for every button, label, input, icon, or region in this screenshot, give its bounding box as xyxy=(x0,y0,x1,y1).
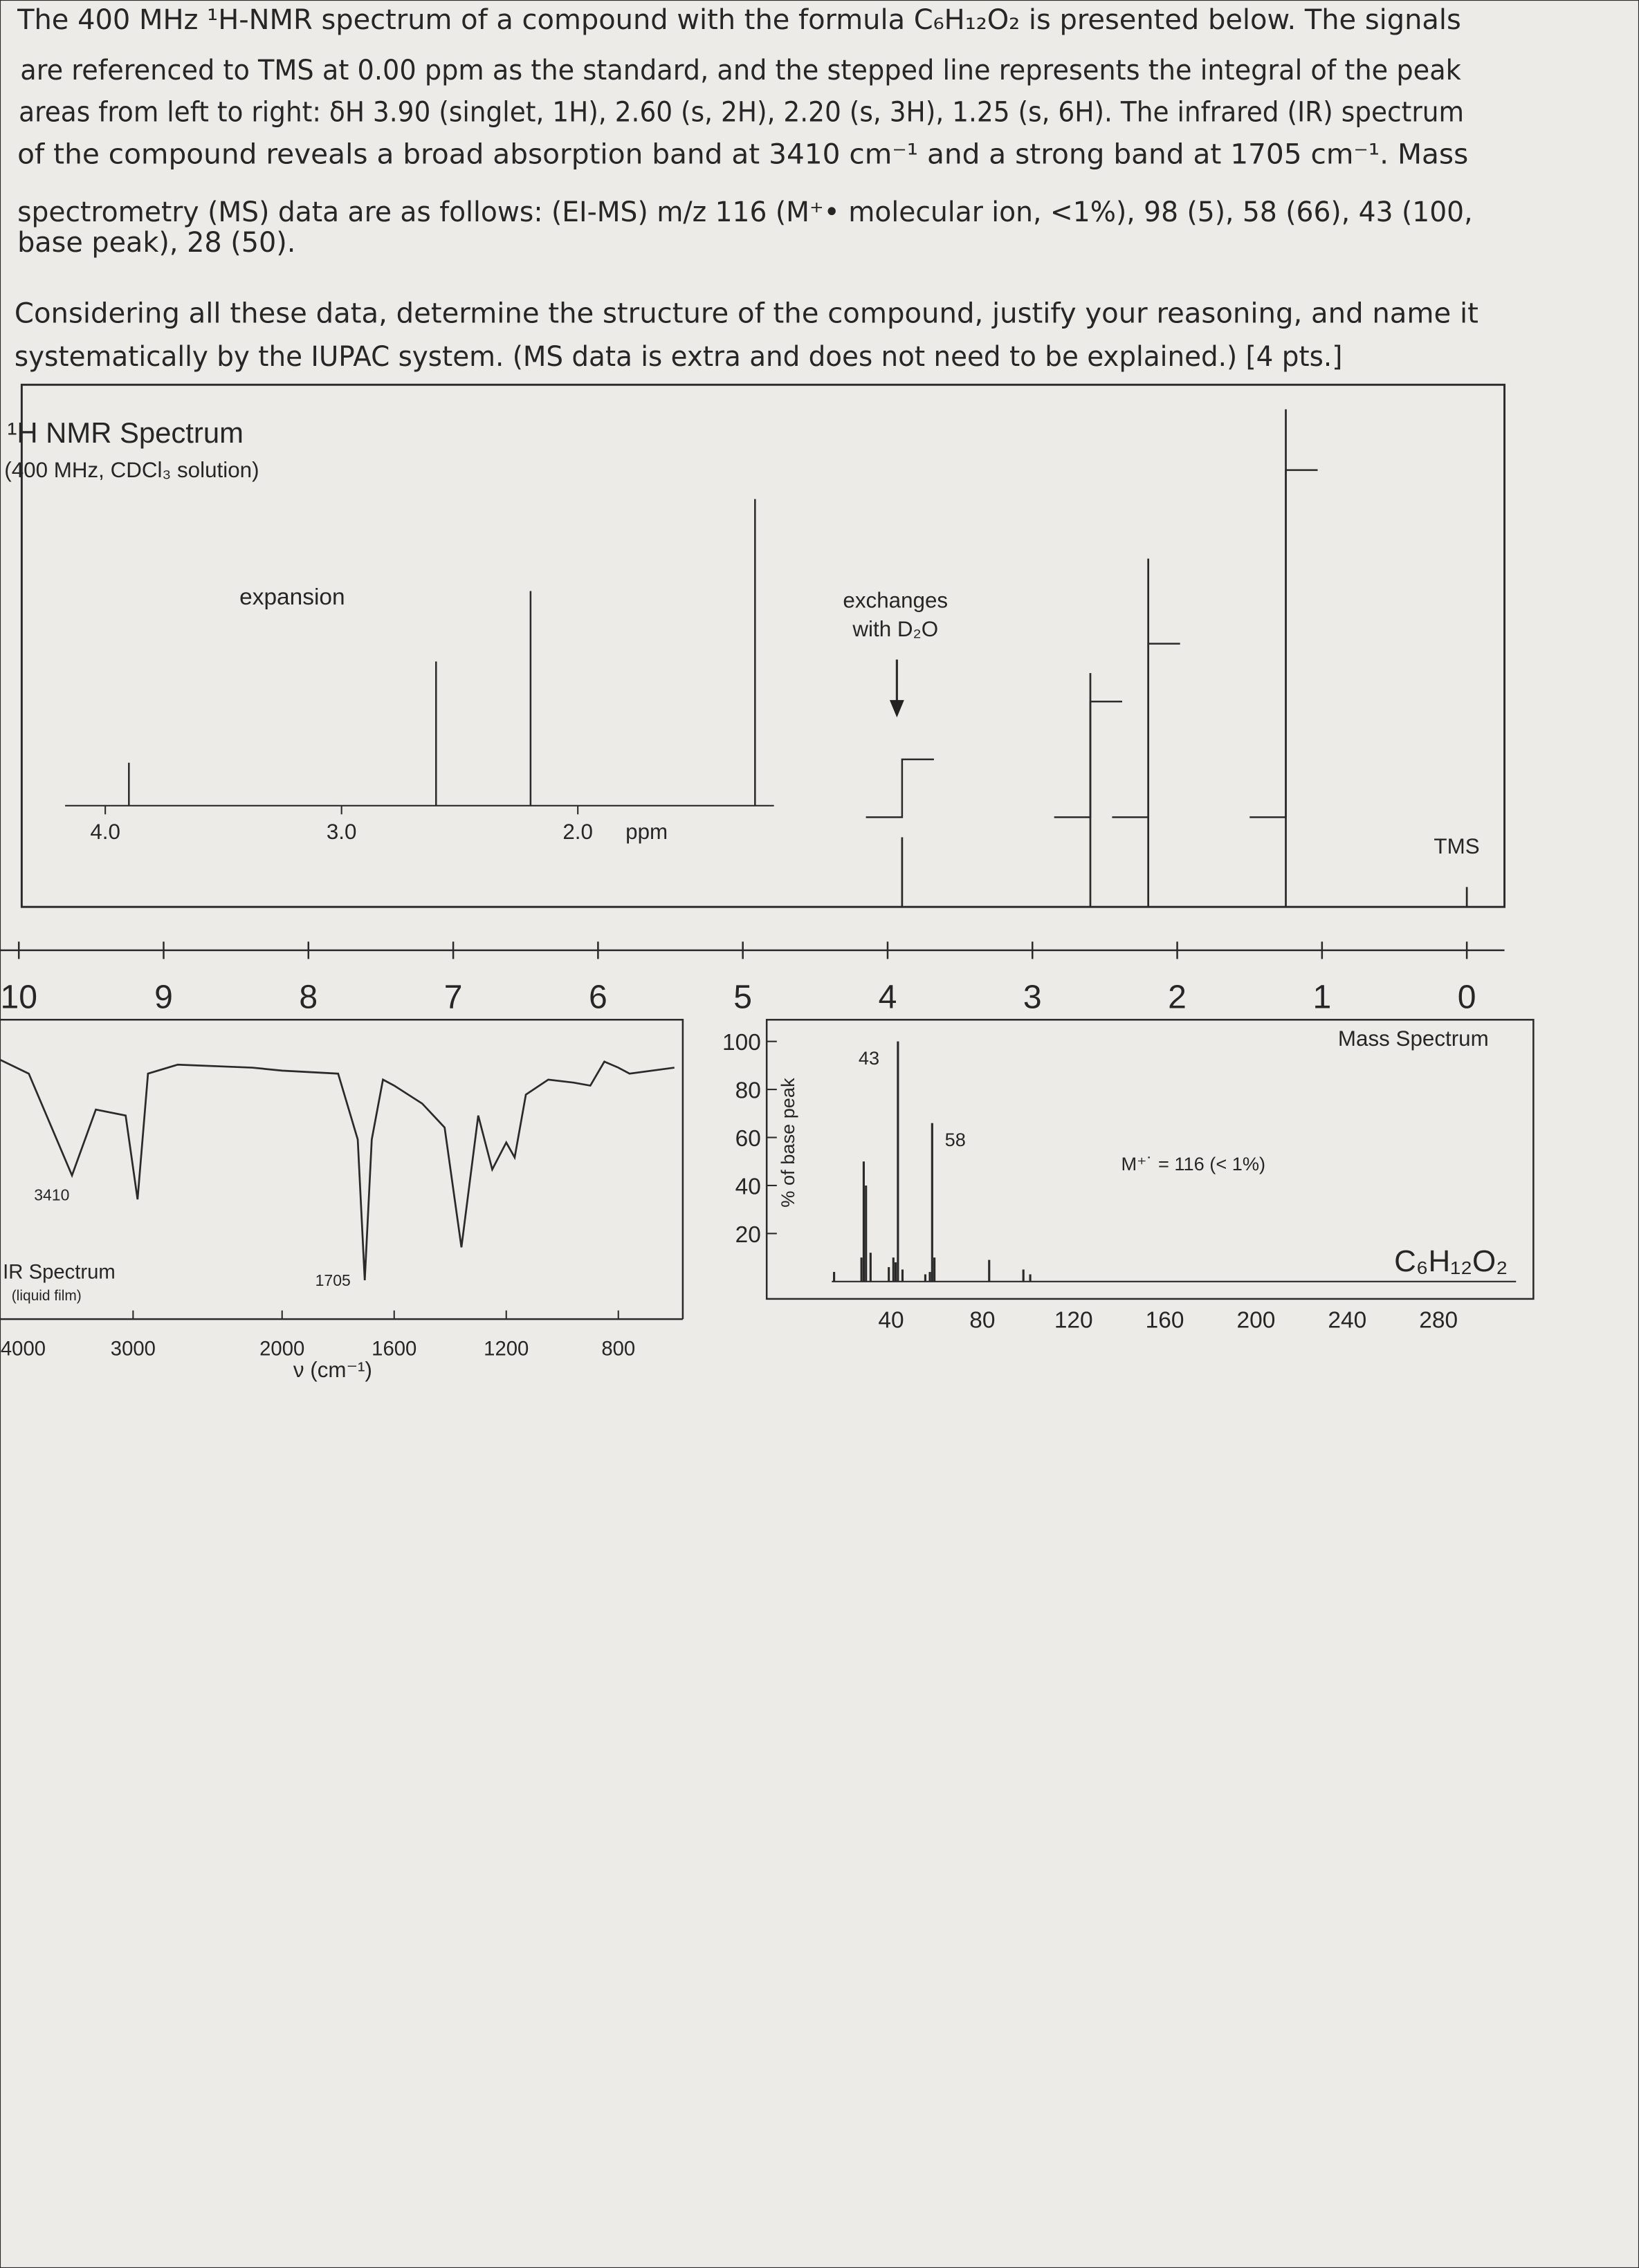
exchange-label: exchanges xyxy=(843,588,948,612)
x-tick-label: 0 xyxy=(1458,979,1476,1016)
question-text: spectrometry (MS) data are as follows: (… xyxy=(17,196,1472,228)
question-text: of the compound reveals a broad absorpti… xyxy=(17,138,1468,170)
question-text: areas from left to right: δH 3.90 (singl… xyxy=(19,97,1464,129)
y-tick-label: 60 xyxy=(735,1126,761,1152)
exchange-label: with D₂O xyxy=(852,617,938,641)
x-tick-label: 6 xyxy=(589,979,607,1016)
x-tick-label: 9 xyxy=(154,979,173,1016)
content: ¹H NMR Spectrum (400 MHz, CDCl₃ solution… xyxy=(0,4,1535,1382)
ms-title: Mass Spectrum xyxy=(1338,1026,1489,1051)
molecular-ion-label: M⁺˙ = 116 (< 1%) xyxy=(1121,1153,1265,1174)
integral-step xyxy=(1054,700,1122,818)
x-tick-label: 2 xyxy=(1168,979,1187,1016)
integral-step xyxy=(1112,643,1180,818)
nmr-title: ¹H NMR Spectrum xyxy=(7,416,243,449)
x-tick-label: 40 xyxy=(878,1308,904,1334)
x-tick-label: 800 xyxy=(601,1338,635,1360)
question-text: are referenced to TMS at 0.00 ppm as the… xyxy=(20,55,1461,86)
nmr-subtitle: (400 MHz, CDCl₃ solution) xyxy=(4,458,259,482)
ir-subtitle: (liquid film) xyxy=(12,1288,82,1304)
x-tick-label: 10 xyxy=(0,979,37,1016)
x-tick-label: 120 xyxy=(1054,1308,1093,1334)
y-tick-label: 100 xyxy=(722,1030,761,1055)
arrow-head xyxy=(889,700,904,718)
x-tick-label: 4 xyxy=(879,979,897,1016)
ms-y-label: % of base peak xyxy=(777,1078,798,1208)
question-text: The 400 MHz ¹H-NMR spectrum of a compoun… xyxy=(17,4,1461,36)
x-tick-label: 7 xyxy=(444,979,463,1016)
x-tick-label: 240 xyxy=(1328,1308,1366,1334)
x-tick-label: 160 xyxy=(1146,1308,1184,1334)
formula: C₆H₁₂O₂ xyxy=(1394,1244,1508,1278)
x-tick-label: 8 xyxy=(299,979,318,1016)
ms-frame xyxy=(765,1019,1535,1300)
x-tick-label: 2000 xyxy=(259,1338,304,1360)
ir-annotation: 1705 xyxy=(315,1271,351,1289)
y-tick-label: 20 xyxy=(735,1222,761,1248)
x-tick-label: 4000 xyxy=(1,1338,46,1360)
x-tick-label: 5 xyxy=(733,979,752,1016)
x-tick-label: 80 xyxy=(969,1308,995,1334)
y-tick-label: 80 xyxy=(735,1078,761,1104)
x-tick-label: 1200 xyxy=(484,1338,529,1360)
expansion-label: expansion xyxy=(239,584,345,610)
ir-x-label: ν (cm⁻¹) xyxy=(293,1358,372,1382)
ir-frame xyxy=(0,1019,684,1320)
integral-step xyxy=(866,758,934,818)
tms-label: TMS xyxy=(1434,834,1479,858)
integral-step xyxy=(1249,469,1318,818)
expansion-unit: ppm xyxy=(625,820,668,844)
x-tick-label: 4.0 xyxy=(90,820,120,844)
x-tick-label: 280 xyxy=(1419,1308,1458,1334)
question-text: systematically by the IUPAC system. (MS … xyxy=(15,341,1342,373)
x-tick-label: 1 xyxy=(1312,979,1331,1016)
nmr-frame xyxy=(20,383,1506,908)
ms-peak-label: 43 xyxy=(859,1047,879,1069)
question-text: Considering all these data, determine th… xyxy=(15,297,1478,329)
x-tick-label: 1600 xyxy=(372,1338,416,1360)
x-tick-label: 3 xyxy=(1023,979,1042,1016)
y-tick-label: 40 xyxy=(735,1174,761,1199)
x-tick-label: 3.0 xyxy=(327,820,357,844)
ir-curve xyxy=(0,1058,675,1280)
ir-annotation: 3410 xyxy=(34,1186,69,1204)
ms-peak-label: 58 xyxy=(945,1129,966,1150)
question-text: base peak), 28 (50). xyxy=(17,227,295,259)
x-tick-label: 200 xyxy=(1237,1308,1276,1334)
x-tick-label: 2.0 xyxy=(562,820,593,844)
ir-title: IR Spectrum xyxy=(3,1262,116,1284)
x-tick-label: 3000 xyxy=(111,1338,156,1360)
